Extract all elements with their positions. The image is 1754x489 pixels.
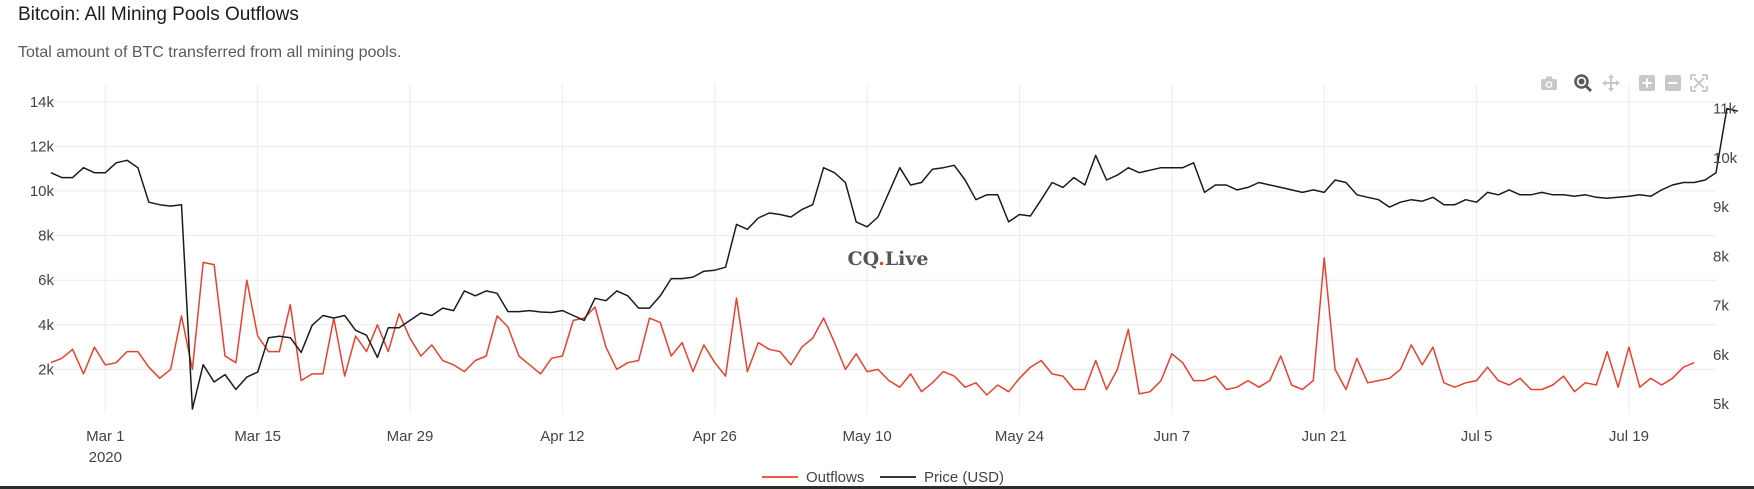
series-line-outflows [50, 257, 1695, 396]
y-left-tick-label: 6k [38, 272, 54, 289]
x-axis: Mar 1 2020 Mar 15 Mar 29 Apr 12 Apr 26 May 10 M… [86, 428, 1649, 466]
y-right-tick-label: 7k [1713, 298, 1729, 315]
bottom-border [0, 486, 1754, 489]
x-tick-label: May 24 [995, 428, 1044, 445]
zoom-icon[interactable] [1572, 72, 1594, 94]
y-left-tick-label: 2k [38, 361, 54, 378]
y-left-tick-label: 12k [30, 138, 55, 155]
y-left-tick-label: 14k [30, 94, 55, 111]
y-left-tick-label: 8k [38, 228, 54, 245]
watermark: CQ.Live [847, 248, 928, 270]
x-tick-label: Jul 19 [1609, 428, 1649, 445]
y-axis-left: 2k 4k 6k 8k 10k 12k 14k [30, 94, 55, 379]
chart-title: Bitcoin: All Mining Pools Outflows [18, 4, 299, 25]
zoom-out-icon[interactable] [1662, 72, 1684, 94]
y-axis-right: 5k 6k 7k 8k 9k 10k 11k [1713, 101, 1738, 414]
x-tick-label: Mar 15 [234, 428, 281, 445]
y-right-tick-label: 9k [1713, 199, 1729, 216]
zoom-in-icon[interactable] [1636, 72, 1658, 94]
x-tick-sublabel: 2020 [89, 449, 122, 466]
y-left-tick-label: 10k [30, 183, 55, 200]
x-tick-label: Mar 29 [387, 428, 434, 445]
y-right-tick-label: 8k [1713, 248, 1729, 265]
y-left-tick-label: 4k [38, 317, 54, 334]
camera-icon[interactable] [1538, 72, 1560, 94]
x-tick-label: Apr 12 [540, 428, 584, 445]
x-tick-label: Apr 26 [693, 428, 737, 445]
y-right-tick-label: 5k [1713, 396, 1729, 413]
x-tick-label: Jun 7 [1153, 428, 1190, 445]
pan-icon[interactable] [1600, 72, 1622, 94]
legend-label[interactable]: Price (USD) [924, 469, 1004, 486]
x-tick-label: May 10 [843, 428, 892, 445]
x-tick-label: Mar 1 [86, 428, 124, 445]
y-right-tick-label: 6k [1713, 347, 1729, 364]
y-right-tick-label: 11k [1713, 101, 1737, 118]
chart-grid [40, 84, 1716, 414]
legend: Outflows Price (USD) [762, 469, 1004, 486]
x-tick-label: Jul 5 [1461, 428, 1493, 445]
chart-subtitle: Total amount of BTC transferred from all… [18, 44, 402, 61]
x-tick-label: Jun 21 [1302, 428, 1347, 445]
autoscale-icon[interactable] [1688, 72, 1710, 94]
y-right-tick-label: 10k [1713, 150, 1738, 167]
legend-label[interactable]: Outflows [806, 469, 864, 486]
chart-series [50, 107, 1738, 410]
series-line-price [50, 107, 1738, 410]
